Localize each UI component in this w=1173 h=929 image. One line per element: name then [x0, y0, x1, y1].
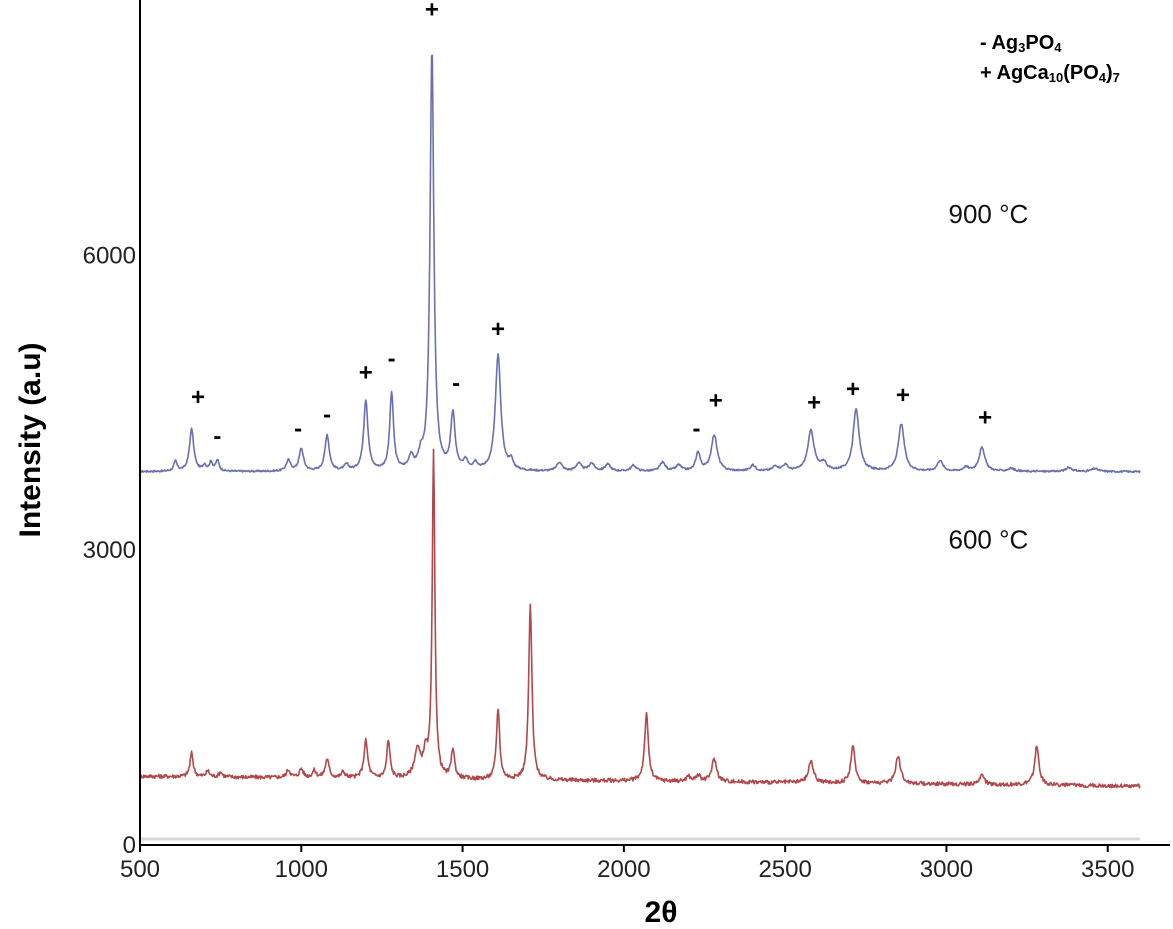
peak-marker-minus: - [692, 415, 700, 442]
series-line-600 [139, 448, 1141, 789]
legend-subscript: 3 [1018, 40, 1025, 55]
legend-text-part: (PO [1063, 62, 1099, 84]
legend-text-part: + AgCa [980, 62, 1050, 84]
series-label: 600 °C [948, 524, 1028, 554]
peak-marker-plus: + [191, 384, 205, 411]
y-tick-label: 3000 [83, 537, 136, 564]
peak-marker-plus: + [709, 388, 723, 415]
x-axis-title: 2θ [645, 896, 678, 929]
series-layer [139, 54, 1141, 789]
x-tick-label: 2000 [597, 856, 650, 883]
peak-marker-plus: + [425, 0, 439, 24]
x-tick-label: 2500 [758, 856, 811, 883]
peak-marker-minus: - [323, 402, 331, 429]
y-tick-label: 6000 [83, 242, 136, 269]
y-axis-title: Intensity (a.u) [14, 342, 47, 537]
legend-text-part: PO [1025, 32, 1054, 54]
x-tick-label: 1000 [275, 856, 328, 883]
x-ticks: 500 1000 1500 2000 2500 3000 3500 [120, 845, 1134, 883]
peak-marker-plus: + [978, 404, 992, 431]
x-tick-label: 500 [120, 856, 160, 883]
x-tick-label: 1500 [436, 856, 489, 883]
series-labels: 900 °C 600 °C [948, 199, 1028, 554]
peak-markers: +- --+-+-+-+ ++ ++ [191, 0, 992, 450]
peak-marker-plus: + [896, 382, 910, 409]
series-label: 900 °C [948, 199, 1028, 229]
legend-entry: + AgCa10(PO4)7 [980, 62, 1120, 85]
y-tick-label: 0 [123, 832, 136, 859]
y-ticks: 0 3000 6000 [83, 242, 136, 859]
legend-text-part: ) [1106, 62, 1113, 84]
peak-marker-minus: - [213, 423, 221, 450]
peak-marker-plus: + [846, 376, 860, 403]
legend-subscript: 7 [1113, 70, 1120, 85]
peak-marker-minus: - [388, 345, 396, 372]
peak-marker-minus: - [452, 370, 460, 397]
x-tick-label: 3500 [1081, 856, 1134, 883]
peak-marker-plus: + [807, 390, 821, 417]
legend-subscript: 4 [1099, 70, 1107, 85]
legend-entry: - Ag3PO4 [980, 32, 1062, 55]
series-line-900 [139, 54, 1141, 474]
peak-marker-plus: + [491, 316, 505, 343]
legend: - Ag3PO4+ AgCa10(PO4)7 [980, 32, 1120, 85]
peak-marker-minus: - [294, 415, 302, 442]
legend-subscript: 4 [1054, 40, 1062, 55]
peak-marker-plus: + [359, 359, 373, 386]
legend-text-part: - Ag [980, 32, 1018, 54]
legend-subscript: 10 [1049, 70, 1063, 85]
x-tick-label: 3000 [920, 856, 973, 883]
